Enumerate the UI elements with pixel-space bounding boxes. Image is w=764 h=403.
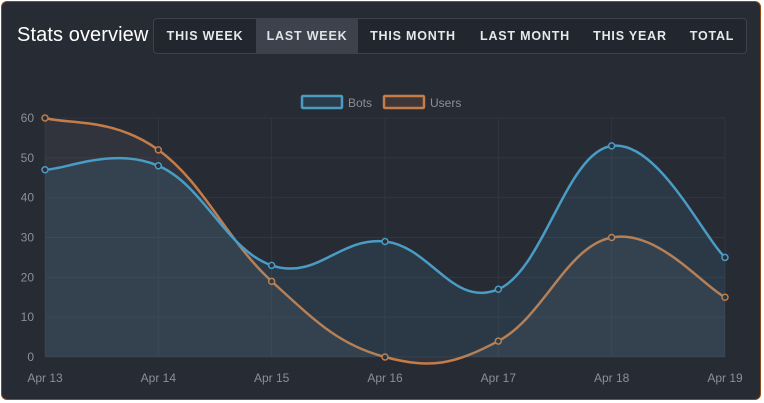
- data-point-users: [154, 146, 163, 154]
- y-tick-label: 30: [21, 231, 35, 245]
- y-tick-label: 20: [21, 270, 35, 284]
- data-point-users: [607, 233, 616, 242]
- data-point-bots: [494, 285, 503, 294]
- tab-total[interactable]: TOTAL: [689, 29, 735, 43]
- x-tick-label: Apr 15: [254, 371, 290, 385]
- data-point-users: [381, 353, 389, 361]
- legend-swatch-users: [382, 94, 426, 110]
- data-point-bots: [381, 237, 389, 246]
- data-point-users: [494, 337, 503, 345]
- legend-label-bots: Bots: [348, 96, 372, 110]
- data-point-bots: [607, 142, 616, 150]
- data-point-users: [41, 114, 49, 122]
- x-tick-label: Apr 13: [27, 371, 63, 385]
- series-bots: [41, 142, 729, 357]
- y-tick-label: 50: [21, 151, 35, 165]
- data-point-bots: [154, 162, 163, 170]
- data-point-users: [267, 277, 276, 286]
- x-tick-label: Apr 18: [594, 371, 630, 385]
- chart-legend: Bots Users: [300, 94, 461, 110]
- series-users: [41, 114, 729, 365]
- x-tick-label: Apr 19: [707, 371, 743, 385]
- legend-item-bots: Bots: [300, 94, 372, 110]
- data-point-bots: [267, 261, 276, 270]
- x-axis: Apr 13 Apr 14 Apr 15 Apr 16 Apr 17 Apr 18 Apr …: [27, 371, 743, 385]
- tab-this-year[interactable]: THIS YEAR: [593, 29, 667, 43]
- series-area-bots: [45, 145, 725, 357]
- data-point-bots: [41, 166, 49, 174]
- page-title: Stats overview: [17, 24, 149, 46]
- tab-this-week[interactable]: THIS WEEK: [166, 29, 244, 43]
- y-axis: 0 10 20 30 40 50 60: [21, 111, 35, 364]
- legend-label-users: Users: [430, 96, 461, 110]
- series-area-users: [45, 118, 725, 364]
- y-tick-label: 40: [21, 191, 35, 205]
- legend-item-users: Users: [382, 94, 461, 110]
- legend-swatch-bots: [300, 94, 344, 110]
- x-tick-label: Apr 16: [367, 371, 403, 385]
- data-point-bots: [721, 253, 729, 262]
- data-point-users: [721, 293, 729, 301]
- tab-last-week[interactable]: LAST WEEK: [256, 19, 358, 53]
- x-tick-label: Apr 17: [481, 371, 517, 385]
- tab-last-month[interactable]: LAST MONTH: [480, 29, 570, 43]
- tab-this-month[interactable]: THIS MONTH: [370, 29, 456, 43]
- y-tick-label: 60: [21, 111, 35, 125]
- x-tick-label: Apr 14: [141, 371, 177, 385]
- period-tabs: THIS WEEK LAST WEEK THIS MONTH LAST MONT…: [153, 18, 747, 54]
- y-tick-label: 0: [27, 350, 34, 364]
- y-tick-label: 10: [21, 310, 35, 324]
